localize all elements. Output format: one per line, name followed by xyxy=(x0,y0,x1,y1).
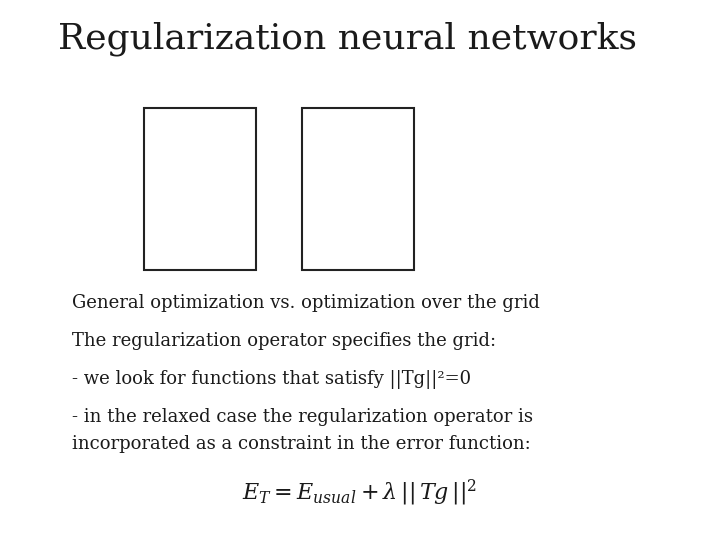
Text: $E_T = E_{usual} + \lambda\,||\, Tg\, ||^2$: $E_T = E_{usual} + \lambda\,||\, Tg\, ||… xyxy=(243,478,477,508)
Bar xyxy=(144,108,256,270)
Text: incorporated as a constraint in the error function:: incorporated as a constraint in the erro… xyxy=(72,435,531,453)
Text: - in the relaxed case the regularization operator is: - in the relaxed case the regularization… xyxy=(72,408,533,426)
Text: The regularization operator specifies the grid:: The regularization operator specifies th… xyxy=(72,332,496,350)
Text: Regularization neural networks: Regularization neural networks xyxy=(58,22,636,56)
Text: General optimization vs. optimization over the grid: General optimization vs. optimization ov… xyxy=(72,294,540,312)
Bar xyxy=(302,108,414,270)
Text: - we look for functions that satisfy ||Tg||²=0: - we look for functions that satisfy ||T… xyxy=(72,370,471,389)
